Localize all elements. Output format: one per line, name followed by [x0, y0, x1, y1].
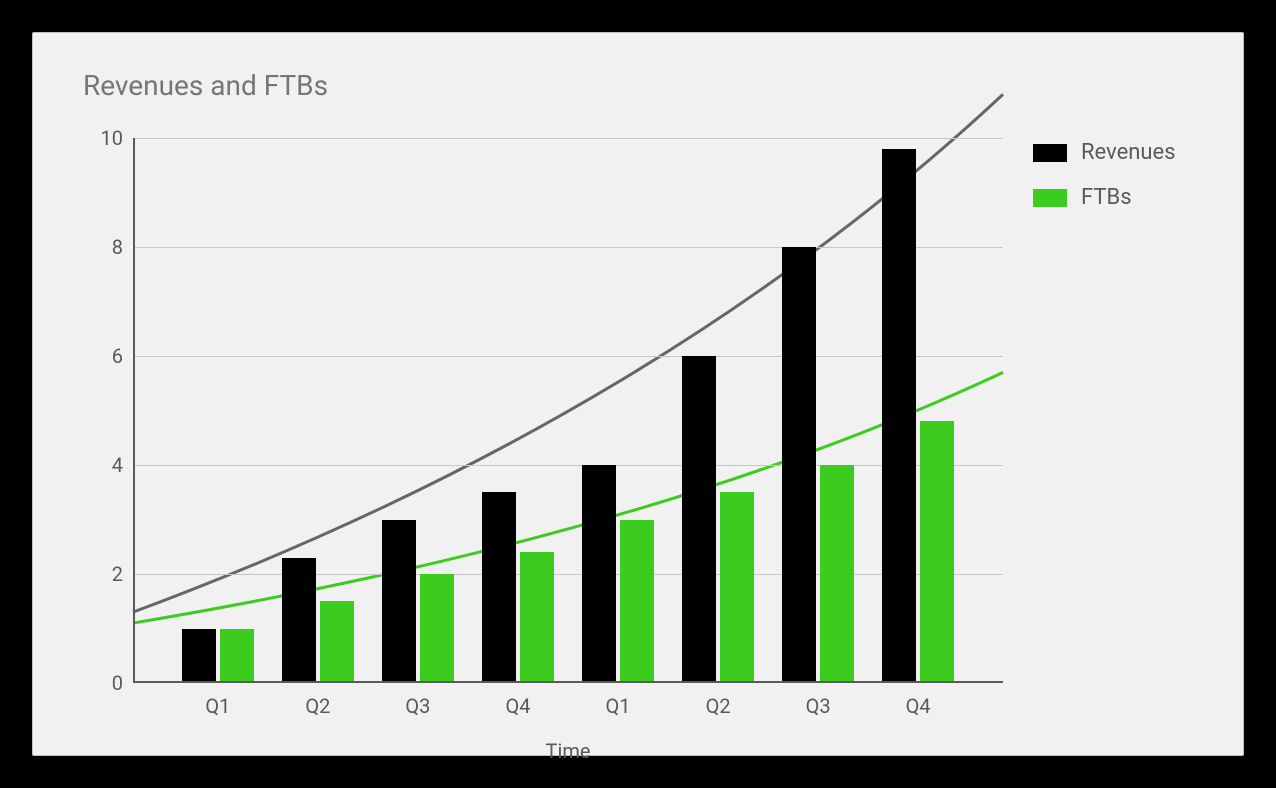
x-tick-label: Q4	[906, 694, 931, 718]
x-tick-label: Q3	[405, 694, 430, 718]
x-tick-label: Q4	[505, 694, 530, 718]
legend: Revenues FTBs	[1033, 140, 1176, 230]
plot-area: Time 0246810Q1Q2Q3Q4Q1Q2Q3Q4	[133, 138, 1003, 683]
revenues-bar	[582, 465, 616, 683]
revenues-bar	[882, 149, 916, 683]
legend-swatch	[1033, 144, 1067, 162]
y-tick-label: 8	[83, 235, 123, 259]
x-tick-label: Q2	[305, 694, 330, 718]
x-tick-label: Q1	[606, 694, 631, 718]
trendlines-svg	[133, 138, 1003, 683]
ftbs-bar	[720, 492, 754, 683]
revenues-bar	[282, 558, 316, 683]
x-axis-label: Time	[546, 739, 591, 763]
revenues-bar	[182, 629, 216, 684]
revenues-bar	[382, 520, 416, 684]
gridline	[133, 356, 1003, 357]
x-tick-label: Q3	[806, 694, 831, 718]
legend-label: FTBs	[1081, 185, 1132, 210]
y-tick-label: 6	[83, 344, 123, 368]
y-tick-label: 10	[83, 126, 123, 150]
ftbs-bar	[820, 465, 854, 683]
gridline	[133, 247, 1003, 248]
revenues-bar	[482, 492, 516, 683]
ftbs-bar	[220, 629, 254, 684]
y-tick-label: 2	[83, 562, 123, 586]
ftbs-bar	[620, 520, 654, 684]
revenues-bar	[682, 356, 716, 683]
legend-swatch	[1033, 189, 1067, 207]
ftbs-bar	[420, 574, 454, 683]
chart-title: Revenues and FTBs	[83, 69, 328, 102]
chart-panel: Revenues and FTBs Time 0246810Q1Q2Q3Q4Q1…	[32, 32, 1244, 756]
y-axis-line	[133, 138, 135, 683]
ftbs-bar	[320, 601, 354, 683]
x-axis-line	[133, 681, 1003, 683]
revenues-bar	[782, 247, 816, 683]
y-tick-label: 4	[83, 453, 123, 477]
revenues-trendline	[133, 94, 1003, 612]
x-tick-label: Q2	[706, 694, 731, 718]
ftbs-bar	[920, 421, 954, 683]
legend-item: Revenues	[1033, 140, 1176, 165]
y-tick-label: 0	[83, 671, 123, 695]
x-tick-label: Q1	[205, 694, 230, 718]
gridline	[133, 574, 1003, 575]
gridline	[133, 465, 1003, 466]
legend-item: FTBs	[1033, 185, 1176, 210]
gridline	[133, 138, 1003, 139]
window-frame: Revenues and FTBs Time 0246810Q1Q2Q3Q4Q1…	[10, 10, 1266, 778]
ftbs-bar	[520, 552, 554, 683]
legend-label: Revenues	[1081, 140, 1176, 165]
